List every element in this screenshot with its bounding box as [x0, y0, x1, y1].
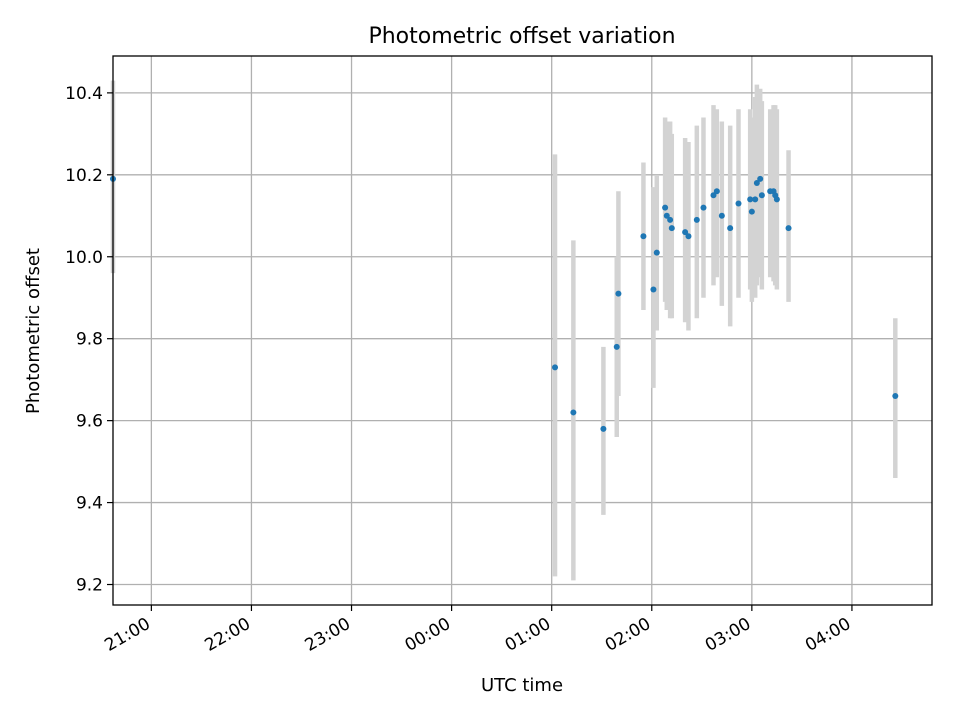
- y-tick-label: 10.2: [65, 166, 103, 186]
- data-point: [685, 233, 692, 240]
- chart-title: Photometric offset variation: [368, 24, 675, 49]
- y-tick-label: 9.2: [76, 576, 103, 596]
- data-point: [570, 409, 577, 416]
- errorbar-layer: [110, 80, 898, 581]
- data-point: [718, 212, 725, 219]
- grid-layer: [113, 56, 932, 605]
- data-point: [727, 225, 734, 232]
- y-tick-label: 10.0: [65, 248, 103, 268]
- x-tick-label: 00:00: [402, 614, 454, 656]
- data-point: [773, 196, 780, 203]
- data-point: [613, 343, 620, 350]
- data-point: [735, 200, 742, 207]
- x-tick-label: 21:00: [101, 614, 153, 656]
- x-tick-label: 23:00: [302, 614, 354, 656]
- data-point: [663, 212, 670, 219]
- data-point: [747, 196, 754, 203]
- data-point: [615, 290, 622, 297]
- data-point: [682, 229, 689, 236]
- x-axis-label: UTC time: [481, 675, 563, 696]
- point-layer: [110, 175, 899, 432]
- data-point: [713, 188, 720, 195]
- data-point: [748, 208, 755, 215]
- y-tick-label: 9.8: [76, 330, 103, 350]
- data-point: [757, 175, 764, 182]
- data-point: [662, 204, 669, 211]
- data-point: [600, 425, 607, 432]
- data-point: [785, 225, 792, 232]
- data-point: [758, 192, 765, 199]
- data-point: [650, 286, 657, 293]
- y-tick-label: 9.6: [76, 412, 103, 432]
- x-tick-label: 02:00: [602, 614, 654, 656]
- data-point: [653, 249, 660, 256]
- y-tick-label: 9.4: [76, 494, 103, 514]
- x-tick-label: 04:00: [802, 614, 854, 656]
- data-point: [753, 180, 760, 187]
- x-tick-label: 01:00: [502, 614, 554, 656]
- x-axis: 21:00 22:00 23:00 00:00 01:00 02:00 03:00 04:00: [101, 605, 854, 656]
- y-axis: 9.2 9.4 9.6 9.8 10.0 10.2 10.4: [65, 84, 113, 596]
- data-point: [693, 216, 700, 223]
- x-tick-label: 03:00: [702, 614, 754, 656]
- y-axis-label: Photometric offset: [23, 248, 44, 414]
- data-point: [892, 393, 899, 400]
- data-point: [552, 364, 559, 371]
- data-point: [667, 216, 674, 223]
- data-point: [752, 196, 759, 203]
- plot-frame: [112, 55, 933, 606]
- y-tick-label: 10.4: [65, 84, 103, 104]
- x-tick-label: 22:00: [202, 614, 254, 656]
- data-point: [668, 225, 675, 232]
- data-point: [640, 233, 647, 240]
- data-point: [710, 192, 717, 199]
- data-point: [700, 204, 707, 211]
